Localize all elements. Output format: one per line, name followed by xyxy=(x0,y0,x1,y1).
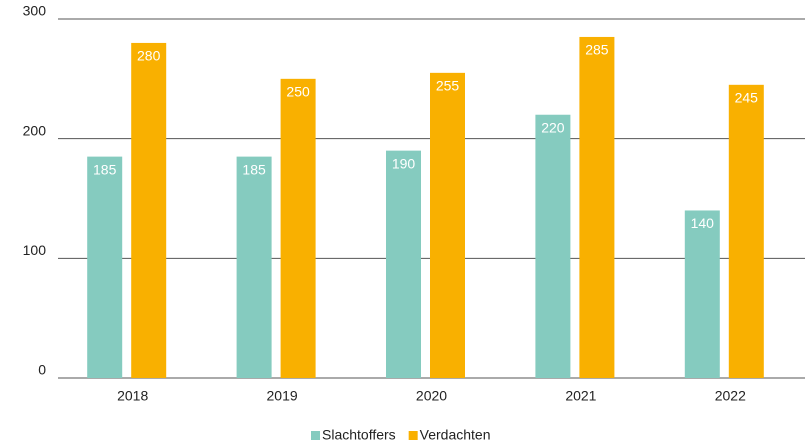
x-tick-label: 2022 xyxy=(715,388,746,404)
value-label: 250 xyxy=(286,84,310,100)
bar xyxy=(684,210,720,378)
value-label: 285 xyxy=(585,42,609,58)
value-label: 185 xyxy=(242,161,266,177)
value-label: 220 xyxy=(541,119,565,135)
value-label: 245 xyxy=(735,90,759,106)
bar xyxy=(728,84,764,379)
x-tick-label: 2021 xyxy=(565,388,596,404)
x-tick-label: 2018 xyxy=(117,388,148,404)
bar xyxy=(579,36,615,378)
legend-label: Slachtoffers xyxy=(322,427,396,443)
bar xyxy=(430,72,465,378)
value-label: 255 xyxy=(436,78,460,94)
legend-label: Verdachten xyxy=(420,427,491,443)
value-label: 190 xyxy=(392,155,416,171)
y-tick-label: 100 xyxy=(23,242,47,258)
bar xyxy=(280,78,316,378)
bar xyxy=(87,156,123,378)
bar xyxy=(535,114,571,378)
bar xyxy=(236,156,272,378)
value-label: 185 xyxy=(93,161,117,177)
legend-swatch xyxy=(311,431,320,440)
x-tick-label: 2020 xyxy=(416,388,447,404)
legend-swatch xyxy=(408,431,418,440)
x-tick-label: 2019 xyxy=(267,388,298,404)
bar xyxy=(131,42,167,378)
y-tick-label: 200 xyxy=(23,122,47,138)
value-label: 140 xyxy=(691,215,715,231)
bar xyxy=(386,150,421,378)
y-tick-label: 0 xyxy=(38,362,46,378)
y-tick-label: 300 xyxy=(23,3,47,19)
value-label: 280 xyxy=(137,48,161,64)
